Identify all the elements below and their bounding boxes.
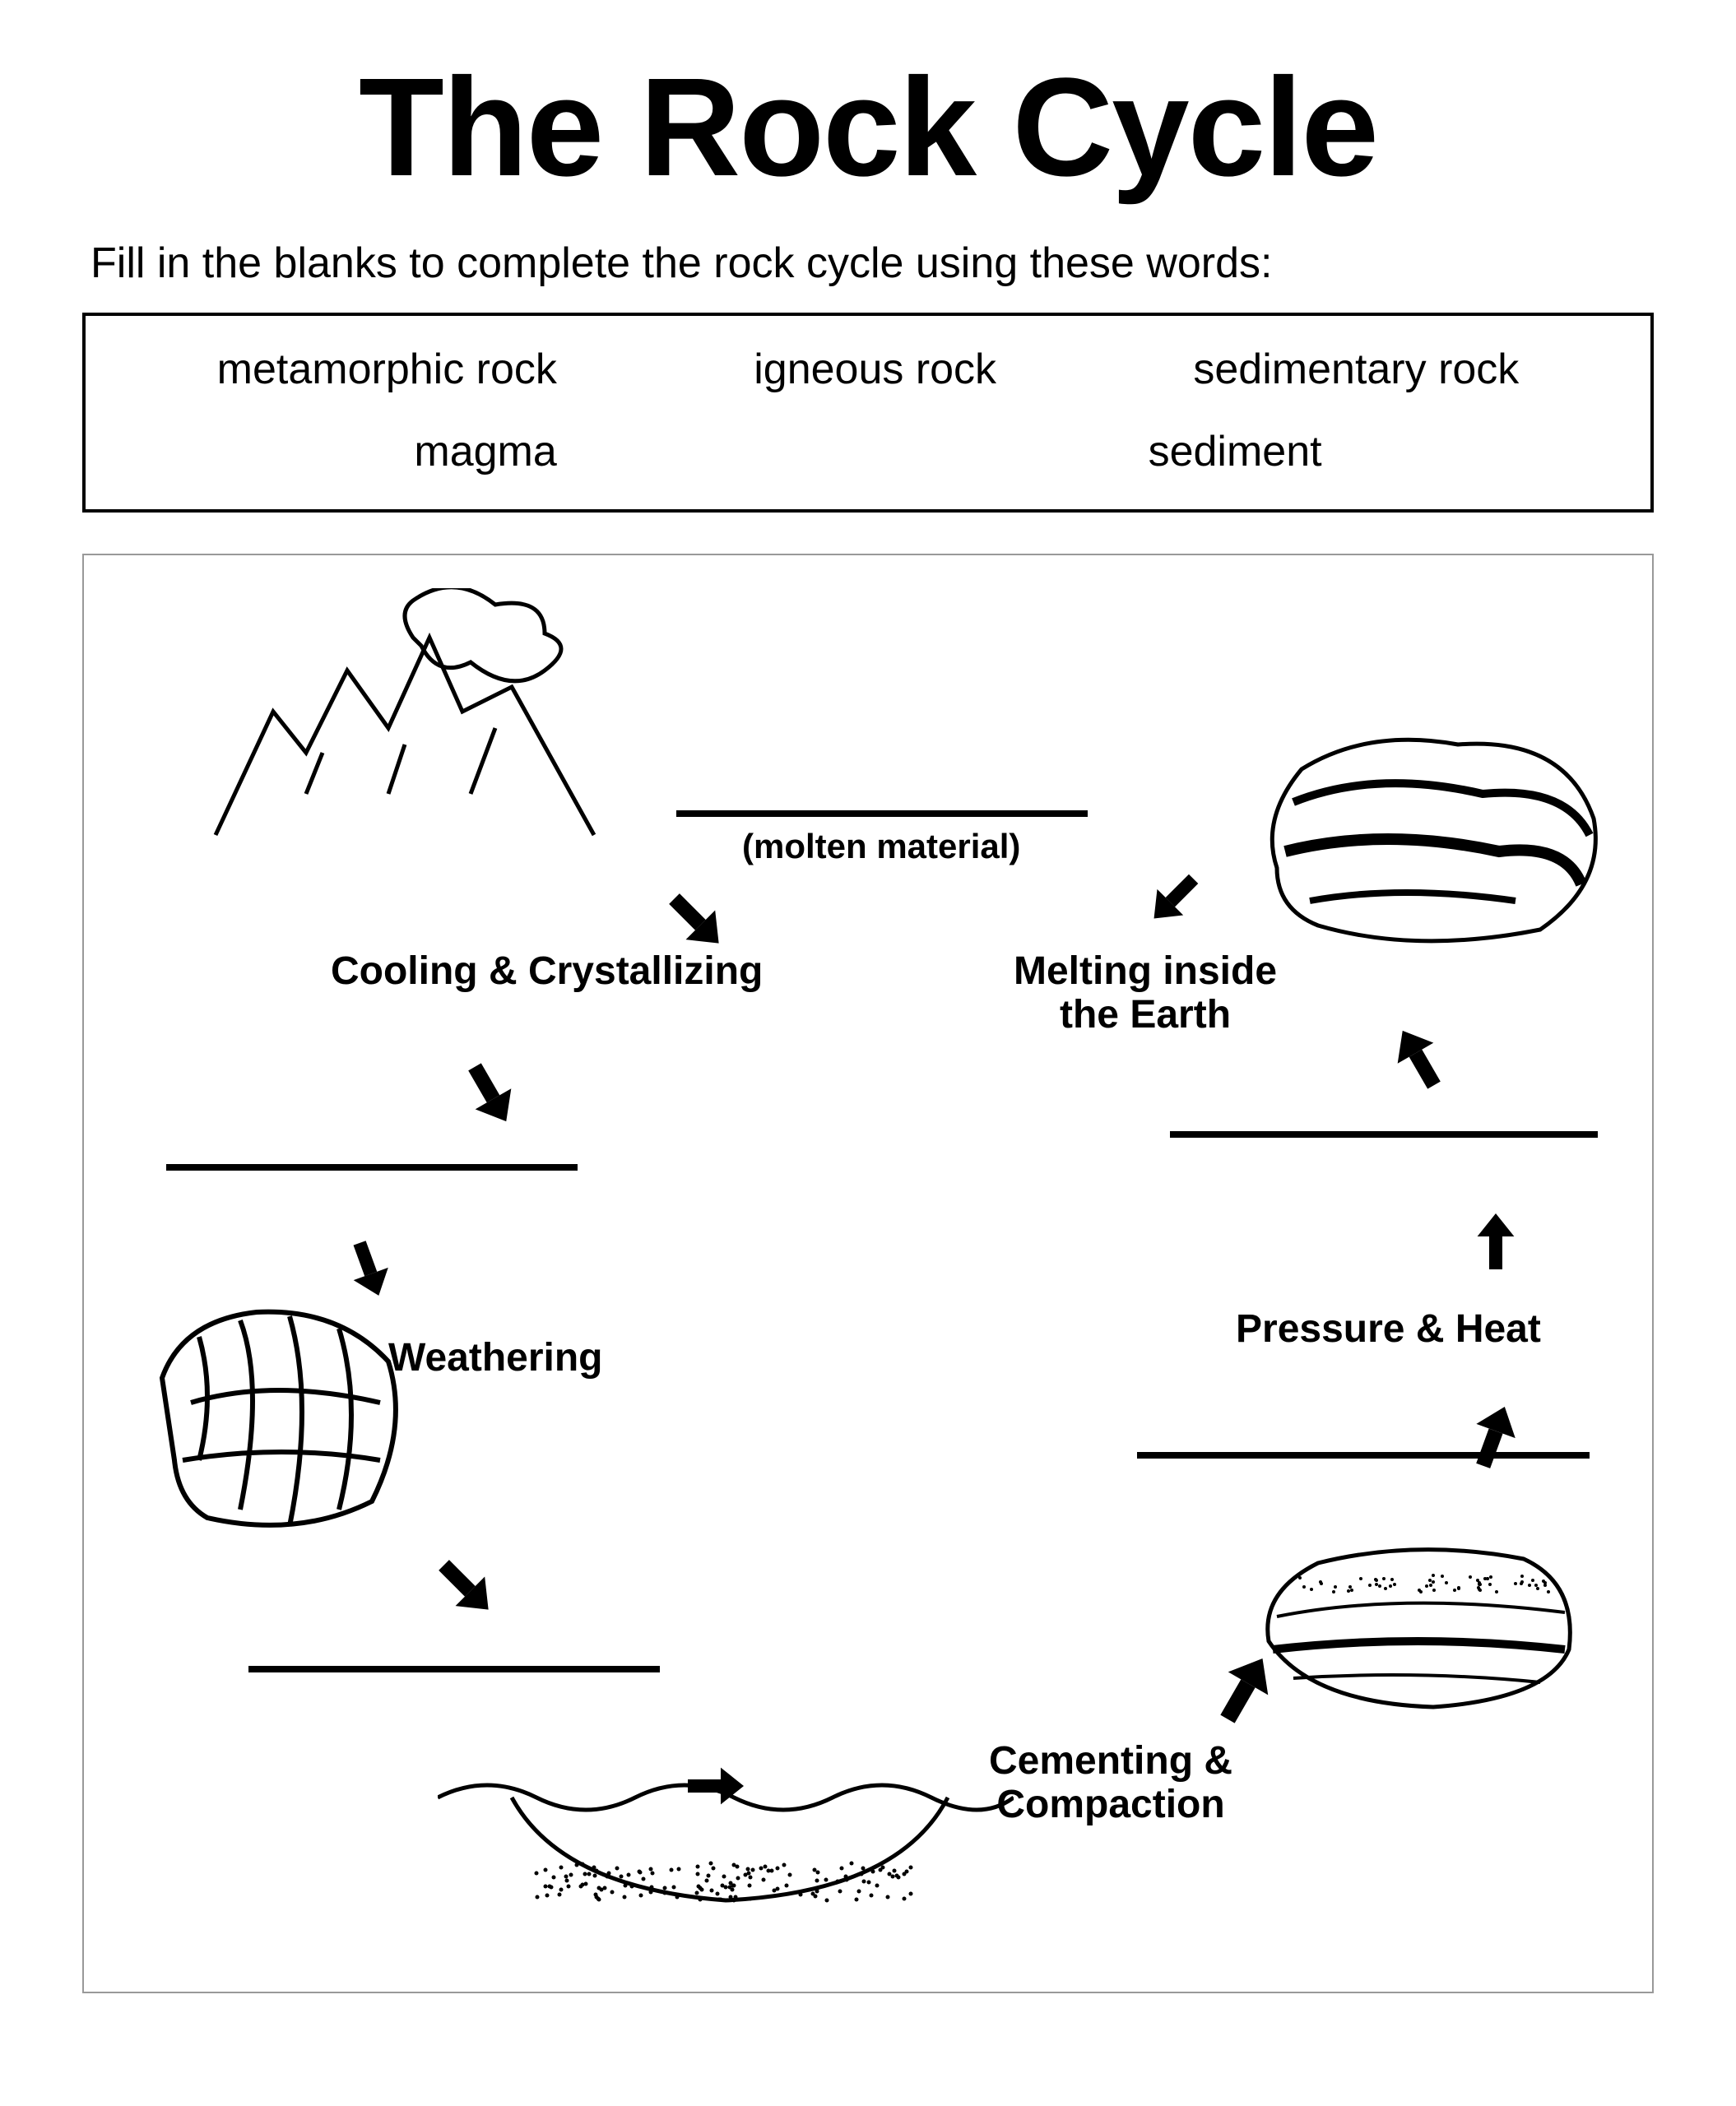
weathering: Weathering	[388, 1337, 602, 1380]
blank-igneous	[166, 1164, 578, 1171]
wordbank-item: sediment	[1149, 427, 1322, 476]
word-bank-row-2: magma sediment	[118, 427, 1618, 476]
pressure-heat: Pressure & Heat	[1236, 1308, 1541, 1352]
wordbank-item: igneous rock	[754, 345, 996, 394]
word-bank-box: metamorphic rock igneous rock sedimentar…	[82, 313, 1654, 513]
page-title: The Rock Cycle	[82, 58, 1654, 197]
igneous-rock-illustration	[150, 1296, 413, 1542]
wordbank-item: magma	[414, 427, 556, 476]
water-sediment-illustration	[438, 1748, 1014, 1954]
blank-magma	[676, 810, 1088, 817]
instructions-text: Fill in the blanks to complete the rock …	[82, 239, 1654, 288]
rock-cycle-diagram: (molten material)Cooling & Crystallizing…	[82, 554, 1654, 1993]
wordbank-item: metamorphic rock	[217, 345, 557, 394]
metamorphic-rock-illustration	[1252, 720, 1606, 950]
volcano-illustration	[183, 588, 635, 860]
sedimentary-rock-illustration	[1252, 1534, 1581, 1715]
cementing: Cementing &Compaction	[989, 1740, 1232, 1827]
wordbank-item: sedimentary rock	[1193, 345, 1519, 394]
blank-metamorphic	[1170, 1131, 1598, 1138]
blank-sediment	[248, 1666, 660, 1672]
word-bank-row-1: metamorphic rock igneous rock sedimentar…	[118, 345, 1618, 394]
molten-material: (molten material)	[742, 827, 1020, 866]
melting: Melting insidethe Earth	[1014, 950, 1277, 1037]
